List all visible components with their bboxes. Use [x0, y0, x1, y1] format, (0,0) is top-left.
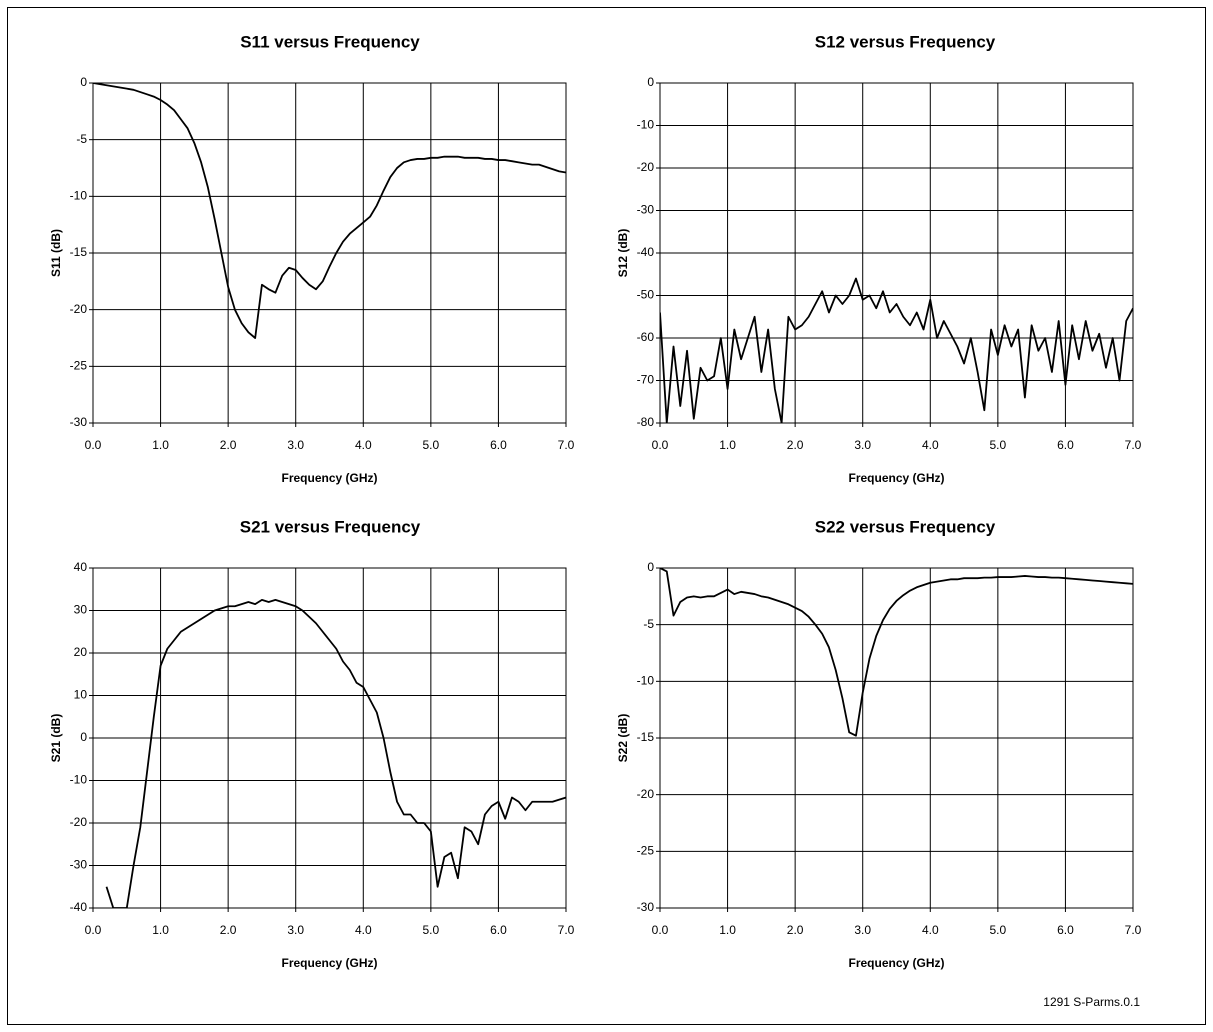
chart-title: S22 versus Frequency — [815, 517, 996, 536]
x-tick-label: 5.0 — [423, 923, 440, 937]
y-tick-label: 0 — [80, 730, 87, 744]
x-tick-label: 4.0 — [355, 923, 372, 937]
y-axis-label: S12 (dB) — [616, 229, 630, 278]
x-tick-label: 1.0 — [152, 438, 169, 452]
y-tick-label: 0 — [80, 75, 87, 89]
y-tick-label: -15 — [637, 730, 655, 744]
plot-area — [659, 567, 1134, 909]
y-tick-label: 10 — [74, 688, 88, 702]
x-tick-label: 6.0 — [1057, 438, 1074, 452]
y-tick-label: -20 — [637, 787, 655, 801]
y-tick-label: 0 — [647, 560, 654, 574]
x-tick-label: 3.0 — [854, 438, 871, 452]
x-tick-label: 6.0 — [1057, 923, 1074, 937]
y-tick-label: -25 — [70, 359, 88, 373]
x-tick-label: 0.0 — [652, 923, 669, 937]
y-tick-label: -10 — [637, 118, 655, 132]
x-tick-label: 0.0 — [85, 438, 102, 452]
x-tick-label: 1.0 — [719, 438, 736, 452]
y-tick-label: 0 — [647, 75, 654, 89]
y-tick-label: -30 — [637, 203, 655, 217]
y-axis-label: S11 (dB) — [49, 229, 63, 277]
x-tick-label: 1.0 — [152, 923, 169, 937]
y-tick-label: -30 — [70, 415, 88, 429]
chart: S22 versus Frequency Frequency (GHz) S22 (… — [616, 517, 1141, 970]
x-axis-label: Frequency (GHz) — [848, 471, 944, 485]
chart-title: S11 versus Frequency — [240, 32, 420, 51]
x-tick-label: 7.0 — [558, 923, 575, 937]
y-axis-label: S22 (dB) — [616, 714, 630, 763]
chart: S12 versus Frequency Frequency (GHz) S12 (… — [616, 32, 1141, 485]
x-tick-label: 0.0 — [85, 923, 102, 937]
y-tick-label: -20 — [637, 160, 655, 174]
y-tick-label: -20 — [70, 302, 88, 316]
y-tick-label: -5 — [76, 132, 87, 146]
x-tick-label: 2.0 — [220, 438, 237, 452]
x-axis-label: Frequency (GHz) — [281, 956, 377, 970]
plot-area — [92, 567, 567, 909]
y-tick-label: -20 — [70, 815, 88, 829]
y-tick-label: -15 — [70, 245, 88, 259]
chart: S21 versus Frequency Frequency (GHz) S21 (… — [49, 517, 574, 970]
chart-title: S12 versus Frequency — [815, 32, 996, 51]
y-tick-label: -10 — [70, 773, 88, 787]
y-axis-label: S21 (dB) — [49, 714, 63, 763]
x-tick-label: 4.0 — [355, 438, 372, 452]
x-tick-label: 1.0 — [719, 923, 736, 937]
y-tick-label: 40 — [74, 560, 88, 574]
data-line — [105, 598, 566, 908]
data-line — [660, 568, 1133, 737]
x-tick-label: 5.0 — [990, 923, 1007, 937]
x-tick-label: 6.0 — [490, 923, 507, 937]
y-tick-label: -30 — [70, 858, 88, 872]
y-tick-label: -5 — [643, 617, 654, 631]
chart: S11 versus Frequency Frequency (GHz) S11 (… — [49, 32, 574, 485]
y-tick-label: -70 — [637, 373, 655, 387]
x-tick-label: 7.0 — [1125, 923, 1142, 937]
x-tick-label: 3.0 — [854, 923, 871, 937]
x-tick-label: 3.0 — [287, 923, 304, 937]
y-tick-label: -80 — [637, 415, 655, 429]
x-tick-label: 6.0 — [490, 438, 507, 452]
x-axis-label: Frequency (GHz) — [848, 956, 944, 970]
x-tick-label: 0.0 — [652, 438, 669, 452]
chart-title: S21 versus Frequency — [240, 517, 421, 536]
x-tick-label: 7.0 — [558, 438, 575, 452]
y-tick-label: -10 — [637, 674, 655, 688]
x-tick-label: 2.0 — [787, 923, 804, 937]
x-tick-label: 2.0 — [787, 438, 804, 452]
x-tick-label: 5.0 — [423, 438, 440, 452]
y-tick-label: 20 — [74, 645, 88, 659]
x-axis-label: Frequency (GHz) — [281, 471, 377, 485]
y-tick-label: -40 — [70, 900, 88, 914]
plot-area — [92, 82, 567, 424]
x-tick-label: 2.0 — [220, 923, 237, 937]
data-line — [93, 83, 566, 339]
y-tick-label: -50 — [637, 288, 655, 302]
y-tick-label: -10 — [70, 189, 88, 203]
y-tick-label: 30 — [74, 603, 88, 617]
frame — [7, 7, 1206, 1025]
plot-area — [659, 82, 1134, 424]
y-tick-label: -40 — [637, 245, 655, 259]
footnote: 1291 S-Parms.0.1 — [1043, 995, 1140, 1009]
x-tick-label: 5.0 — [990, 438, 1007, 452]
x-tick-label: 4.0 — [922, 923, 939, 937]
y-tick-label: -60 — [637, 330, 655, 344]
x-tick-label: 4.0 — [922, 438, 939, 452]
data-line — [660, 277, 1133, 423]
x-tick-label: 7.0 — [1125, 438, 1142, 452]
y-tick-label: -25 — [637, 844, 655, 858]
y-tick-label: -30 — [637, 900, 655, 914]
x-tick-label: 3.0 — [287, 438, 304, 452]
